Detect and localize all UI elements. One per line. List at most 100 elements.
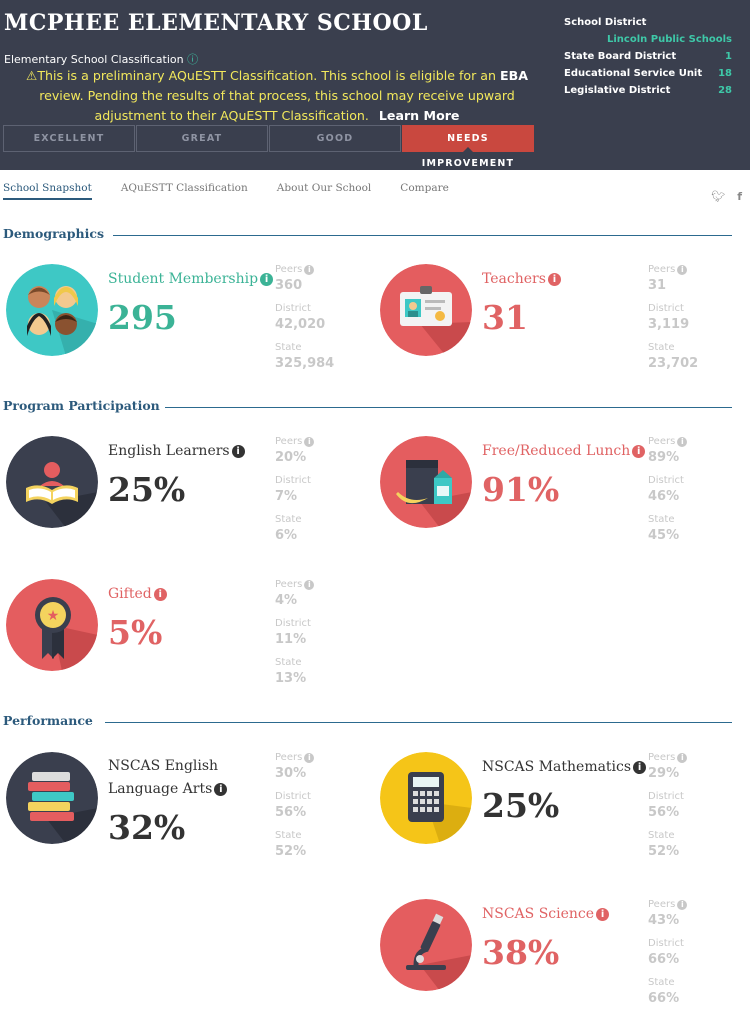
gifted-value: 5% (108, 613, 163, 652)
stat-english-learners: English Learners i 25% Peers i 20% Distric… (6, 436, 366, 546)
learn-more-link[interactable]: Learn More (378, 108, 460, 123)
eba-text: EBA (500, 68, 528, 83)
info-icon[interactable]: i (214, 783, 228, 796)
peers-value: 360 (275, 278, 303, 293)
nscas-mathematics-comparison: Peers i 29% District 56% State 52% (648, 751, 688, 868)
student-membership-value: 295 (108, 298, 177, 337)
books-stack-icon (6, 752, 98, 844)
reader-book-icon (6, 436, 98, 528)
microscope-icon (380, 899, 472, 991)
info-icon[interactable]: i (596, 908, 610, 921)
english-learners-comparison: Peers i 20% District 7% State 6% (275, 435, 315, 552)
social-links: 🐦︎ f (711, 190, 742, 203)
info-icon[interactable]: i (632, 445, 646, 458)
stat-nscas-mathematics: NSCAS Mathematics i 25% Peers i 29% Distri… (380, 752, 740, 862)
district-value: 66% (648, 952, 680, 967)
svg-text:★: ★ (47, 608, 60, 624)
school-district-label: School District (564, 17, 647, 28)
info-icon[interactable]: i (677, 900, 688, 910)
stat-free-reduced-lunch: Free/Reduced Lunch i 91% Peers i 89% Distr… (380, 436, 740, 546)
tab-school-snapshot[interactable]: School Snapshot (3, 182, 92, 200)
peers-value: 89% (648, 450, 680, 465)
state-value: 13% (275, 671, 307, 686)
teacher-id-badge-icon (380, 264, 472, 356)
section-divider (165, 407, 732, 408)
nscas-mathematics-value: 25% (482, 786, 560, 825)
lunch-bag-icon (380, 436, 472, 528)
peers-value: 31 (648, 278, 667, 293)
tier-excellent[interactable]: EXCELLENT (3, 125, 135, 152)
info-icon[interactable]: i (304, 580, 315, 590)
student-membership-comparison: Peers i 360 District 42,020 State 325,984 (275, 263, 334, 380)
district-value: 3,119 (648, 317, 690, 332)
district-value: 46% (648, 489, 680, 504)
state-value: 52% (648, 844, 680, 859)
teachers-comparison: Peers i 31 District 3,119 State 23,702 (648, 263, 698, 380)
district-value: 11% (275, 632, 307, 647)
facebook-icon[interactable]: f (737, 190, 742, 203)
district-value: 56% (275, 805, 307, 820)
nscas-science-value: 38% (482, 933, 560, 972)
peers-value: 20% (275, 450, 307, 465)
info-icon[interactable]: i (677, 437, 688, 447)
peers-value: 30% (275, 766, 307, 781)
school-district-value[interactable]: Lincoln Public Schools (607, 34, 732, 45)
legislative-value: 28 (718, 85, 732, 96)
tier-good[interactable]: GOOD (269, 125, 401, 152)
info-icon[interactable]: ⓘ (187, 53, 199, 66)
tab-bar: School Snapshot AQuESTT Classification A… (3, 182, 478, 200)
info-icon[interactable]: i (153, 588, 167, 601)
nscas-science-label: NSCAS Science (482, 906, 595, 922)
info-icon[interactable]: i (304, 265, 315, 275)
warning-icon: ⚠ (26, 68, 38, 83)
section-divider (105, 722, 732, 723)
stat-student-membership: Student Membership i 295 Peers i 360 Distr… (6, 264, 366, 374)
tab-aquestt-classification[interactable]: AQuESTT Classification (120, 182, 248, 194)
peers-value: 43% (648, 913, 680, 928)
school-name: MCPHEE ELEMENTARY SCHOOL (4, 10, 428, 36)
info-icon[interactable]: i (260, 273, 274, 286)
peers-value: 4% (275, 593, 298, 608)
tab-compare[interactable]: Compare (400, 182, 449, 194)
district-value: 56% (648, 805, 680, 820)
twitter-icon[interactable]: 🐦︎ (711, 190, 726, 203)
gifted-label: Gifted (108, 586, 152, 602)
tier-great[interactable]: GREAT (136, 125, 268, 152)
section-demographics: Demographics (3, 226, 105, 241)
english-learners-label: English Learners (108, 443, 230, 459)
esu-value: 18 (718, 68, 732, 79)
classification-label: Elementary School Classification ⓘ (4, 53, 199, 66)
stat-teachers: Teachers i 31 Peers i 31 District 3,119 St… (380, 264, 740, 374)
school-header: MCPHEE ELEMENTARY SCHOOL Elementary Scho… (0, 0, 750, 170)
stat-nscas-science: NSCAS Science i 38% Peers i 43% District 6… (380, 899, 740, 1009)
info-icon[interactable]: i (231, 445, 245, 458)
state-value: 325,984 (275, 356, 335, 371)
nscas-science-comparison: Peers i 43% District 66% State 66% (648, 898, 688, 1011)
nscas-ela-label-line1: NSCAS English (108, 758, 219, 774)
teachers-label: Teachers (482, 271, 546, 287)
district-value: 7% (275, 489, 298, 504)
info-icon[interactable]: i (677, 753, 688, 763)
state-board-value: 1 (725, 51, 732, 62)
tab-about-our-school[interactable]: About Our School (276, 182, 372, 194)
info-icon[interactable]: i (304, 437, 315, 447)
free-reduced-lunch-label: Free/Reduced Lunch (482, 443, 631, 459)
state-value: 45% (648, 528, 680, 543)
tier-needs-improvement[interactable]: NEEDS IMPROVEMENT (402, 125, 534, 169)
preliminary-notice: ⚠This is a preliminary AQuESTT Classific… (26, 68, 528, 123)
free-reduced-lunch-value: 91% (482, 470, 560, 509)
state-value: 66% (648, 991, 680, 1006)
info-icon[interactable]: i (304, 753, 315, 763)
nscas-ela-value: 32% (108, 808, 186, 847)
section-divider (113, 235, 732, 236)
nscas-ela-label-line2: Language Arts (108, 781, 213, 797)
state-value: 23,702 (648, 356, 699, 371)
info-icon[interactable]: i (677, 265, 688, 275)
calculator-icon (380, 752, 472, 844)
info-icon[interactable]: i (633, 761, 647, 774)
teachers-value: 31 (482, 298, 528, 337)
free-reduced-lunch-comparison: Peers i 89% District 46% State 45% (648, 435, 688, 552)
nscas-mathematics-label: NSCAS Mathematics (482, 759, 632, 775)
state-value: 52% (275, 844, 307, 859)
info-icon[interactable]: i (547, 273, 561, 286)
